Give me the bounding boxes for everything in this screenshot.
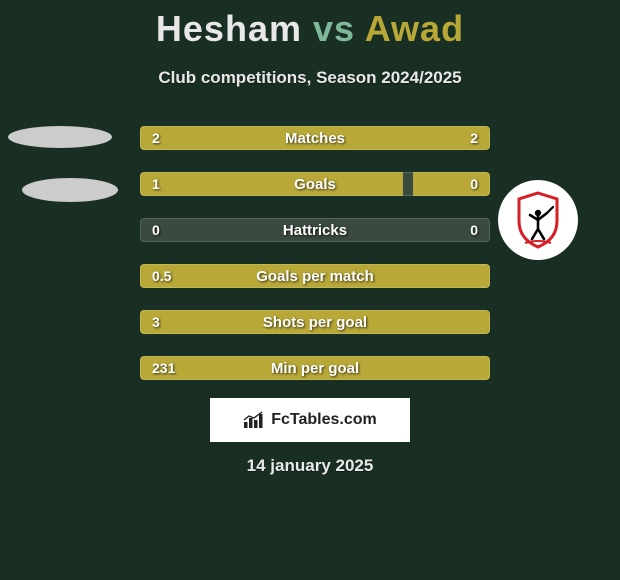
stat-label: Min per goal: [140, 356, 490, 380]
placeholder-pill: [22, 178, 118, 202]
stat-row: 00Hattricks: [140, 218, 490, 242]
brand-text: FcTables.com: [271, 411, 377, 429]
date-label: 14 january 2025: [0, 456, 620, 476]
club-badge: [498, 180, 578, 260]
stat-row: 0.5Goals per match: [140, 264, 490, 288]
stat-label: Goals: [140, 172, 490, 196]
chart-icon: [243, 411, 265, 429]
stats-bars: 22Matches 10Goals 00Hattricks 0.5Goals per …: [140, 126, 490, 402]
stat-row: 3Shots per goal: [140, 310, 490, 334]
placeholder-pill: [8, 126, 112, 148]
stat-row: 10Goals: [140, 172, 490, 196]
comparison-title: Hesham vs Awad: [0, 0, 620, 50]
player1-name: Hesham: [156, 8, 302, 49]
stat-label: Goals per match: [140, 264, 490, 288]
vs-label: vs: [313, 8, 355, 49]
player2-name: Awad: [365, 8, 464, 49]
stat-label: Shots per goal: [140, 310, 490, 334]
brand-box: FcTables.com: [210, 398, 410, 442]
stat-row: 22Matches: [140, 126, 490, 150]
shield-icon: [515, 191, 561, 249]
subtitle: Club competitions, Season 2024/2025: [0, 68, 620, 88]
stat-label: Matches: [140, 126, 490, 150]
stat-row: 231Min per goal: [140, 356, 490, 380]
stat-label: Hattricks: [140, 218, 490, 242]
